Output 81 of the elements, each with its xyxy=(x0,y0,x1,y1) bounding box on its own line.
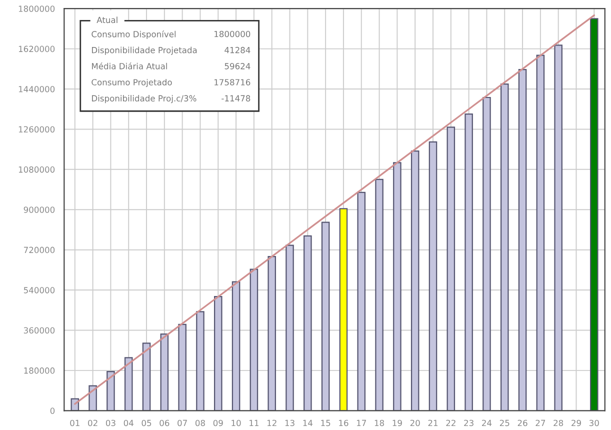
bar xyxy=(214,296,222,411)
y-tick-label: 0 xyxy=(50,408,55,414)
x-tick-label: 19 xyxy=(392,420,402,426)
bar xyxy=(410,150,420,411)
x-tick-label: 13 xyxy=(285,420,294,426)
bar xyxy=(286,244,294,411)
annotation: 59624 xyxy=(224,63,250,70)
x-tick-label: 07 xyxy=(178,420,187,426)
bar xyxy=(536,54,545,411)
x-tick-label: 20 xyxy=(410,420,420,426)
bar xyxy=(232,281,240,411)
bar xyxy=(357,192,366,411)
x-tick-label: 26 xyxy=(518,420,528,426)
y-tick-label: 720000 xyxy=(24,246,55,254)
bar xyxy=(160,333,169,411)
annotation: -11478 xyxy=(222,95,250,102)
bar xyxy=(428,141,438,411)
y-tick-label: 1440000 xyxy=(18,86,55,92)
x-tick-label: 22 xyxy=(446,420,456,426)
annotation: Disponibilidade Proj.c/3% xyxy=(92,95,196,104)
bar xyxy=(88,385,97,411)
x-tick-label: 08 xyxy=(195,420,205,426)
bar xyxy=(321,222,330,411)
bar xyxy=(500,84,509,411)
x-tick-label: 14 xyxy=(303,420,312,426)
x-tick-label: 01 xyxy=(70,420,80,426)
bar xyxy=(304,235,312,411)
x-tick-label: 28 xyxy=(554,420,564,426)
x-tick-label: 11 xyxy=(250,420,258,426)
x-tick-label: 21 xyxy=(428,420,438,426)
x-tick-label: 12 xyxy=(267,420,276,426)
bar xyxy=(268,256,276,411)
annotation: Consumo Disponível xyxy=(92,30,176,39)
x-tick-label: 06 xyxy=(160,420,170,426)
x-tick-label: 18 xyxy=(374,420,384,426)
bar xyxy=(518,69,527,411)
bar xyxy=(339,208,348,411)
x-tick-label: 03 xyxy=(106,420,116,426)
y-tick-label: 1620000 xyxy=(18,46,55,52)
bar xyxy=(393,162,402,411)
x-tick-label: 04 xyxy=(124,420,134,426)
x-tick-label: 05 xyxy=(142,420,152,426)
y-tick-label: 900000 xyxy=(24,206,55,213)
bar xyxy=(554,44,562,411)
y-tick-label: 1800000 xyxy=(18,6,55,12)
bar xyxy=(250,268,258,411)
x-tick-label: 27 xyxy=(536,420,546,426)
bar xyxy=(375,178,384,411)
annotation: 1758716 xyxy=(214,79,250,86)
bar xyxy=(178,324,186,411)
x-tick-label: 16 xyxy=(339,420,348,426)
y-tick-label: 1260000 xyxy=(18,126,55,132)
bar xyxy=(196,311,204,411)
y-tick-label: 540000 xyxy=(24,287,55,294)
x-tick-label: 17 xyxy=(356,420,366,426)
x-tick-label: 09 xyxy=(213,420,223,426)
annotation: Média Diária Atual xyxy=(92,62,167,70)
x-tick-label: 29 xyxy=(572,420,581,426)
y-tick-label: 360000 xyxy=(24,327,55,334)
bar xyxy=(590,18,598,411)
y-tick-label: 1080000 xyxy=(18,166,55,173)
annotation: Disponibilidade Projetada xyxy=(92,46,197,55)
bar xyxy=(446,126,456,411)
y-tick-label: 180000 xyxy=(24,367,55,374)
x-tick-label: 23 xyxy=(464,420,474,426)
bar xyxy=(124,357,133,411)
bar xyxy=(464,113,473,411)
annotation: 1800000 xyxy=(214,30,250,38)
bar xyxy=(482,96,491,411)
line-series xyxy=(74,14,595,405)
x-tick-label: 25 xyxy=(500,420,510,426)
bar xyxy=(142,342,151,411)
annotation: Atual xyxy=(96,16,118,24)
bar xyxy=(106,371,115,411)
annotation: 41284 xyxy=(224,46,250,54)
x-tick-label: 24 xyxy=(482,420,492,426)
x-tick-label: 02 xyxy=(88,420,98,426)
x-tick-label: 10 xyxy=(232,420,241,426)
x-tick-label: 15 xyxy=(321,420,330,426)
x-tick-label: 30 xyxy=(589,420,599,426)
annotation: Consumo Projetado xyxy=(92,78,172,88)
